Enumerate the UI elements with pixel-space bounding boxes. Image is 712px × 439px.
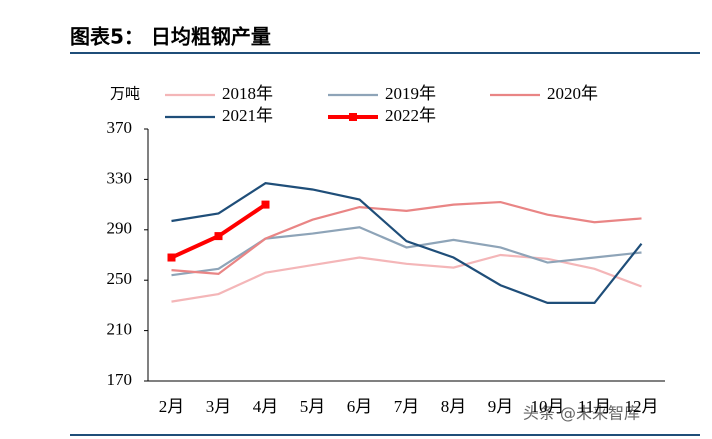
watermark: 头条 @未来智库 [523, 404, 640, 423]
series-line [171, 200, 642, 276]
legend-label: 2019年 [385, 84, 436, 103]
series-line [171, 226, 642, 277]
y-tick-label: 250 [107, 269, 133, 288]
legend-label: 2018年 [222, 84, 273, 103]
legend-label: 2021年 [222, 106, 273, 125]
y-tick-label: 170 [107, 370, 133, 389]
x-tick-label: 10月 [531, 397, 565, 416]
point-marker [167, 253, 176, 262]
x-tick-label: 2月 [159, 397, 185, 416]
y-tick-label: 370 [107, 118, 133, 137]
x-tick-label: 4月 [253, 397, 279, 416]
point-marker [214, 232, 223, 241]
x-tick-label: 12月 [625, 397, 659, 416]
x-tick-label: 5月 [300, 397, 326, 416]
x-tick-label: 9月 [488, 397, 514, 416]
x-tick-label: 8月 [441, 397, 467, 416]
x-tick-label: 6月 [347, 397, 373, 416]
y-axis-label: 万吨 [110, 85, 140, 102]
x-tick-label: 11月 [578, 397, 611, 416]
y-tick-label: 210 [107, 320, 133, 339]
series-line [171, 253, 642, 303]
series-line [171, 182, 643, 304]
point-marker [261, 200, 270, 209]
y-tick-label: 290 [107, 219, 133, 238]
legend-label: 2022年 [385, 106, 436, 125]
y-tick-label: 330 [107, 168, 133, 187]
x-tick-label: 3月 [206, 397, 232, 416]
chart-title: 图表5： 日均粗钢产量 [70, 25, 271, 49]
legend-label: 2020年 [547, 84, 598, 103]
legend-marker [349, 113, 357, 121]
x-tick-label: 7月 [394, 397, 420, 416]
